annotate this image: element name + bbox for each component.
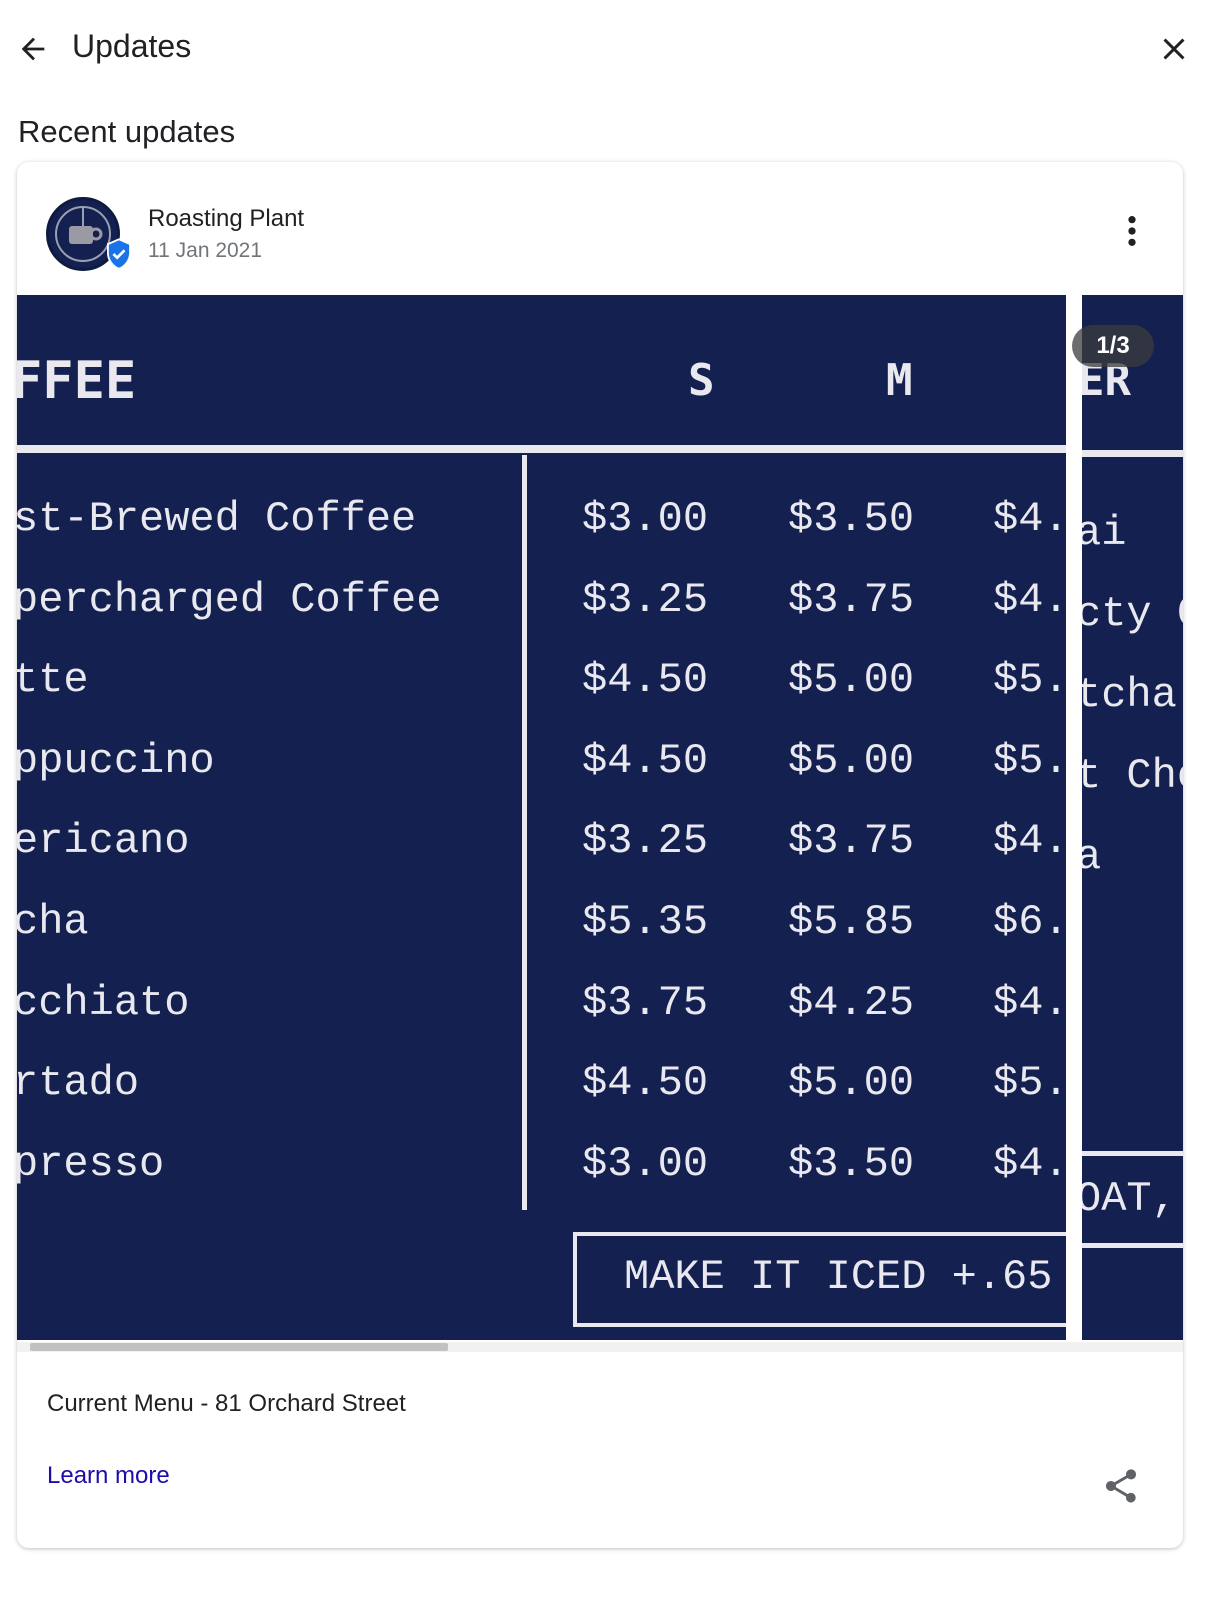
menu-item-price: $3.75 xyxy=(788,575,915,624)
menu2-item: a xyxy=(1082,833,1102,881)
iced-note-box xyxy=(573,1232,1066,1327)
menu-image[interactable]: FFEE S M MAKE IT ICED +.65 st-Brewed Cof… xyxy=(17,295,1066,1340)
avatar[interactable] xyxy=(46,197,120,271)
menu-item-price: $3.50 xyxy=(788,1139,915,1188)
verified-badge-icon xyxy=(107,238,131,270)
menu-item-price: $4.50 xyxy=(582,656,709,705)
menu-item-name: ericano xyxy=(17,817,190,866)
divider xyxy=(1082,1243,1183,1248)
menu-item-price: $3.50 xyxy=(788,495,915,543)
iced-note: MAKE IT ICED +.65 xyxy=(624,1253,1053,1301)
post-caption: Current Menu - 81 Orchard Street xyxy=(47,1390,406,1417)
menu-item-price: $4. xyxy=(993,1139,1066,1188)
menu-item-name: tte xyxy=(17,656,89,705)
menu-item-name: st-Brewed Coffee xyxy=(17,495,417,543)
menu-item-price: $5.85 xyxy=(788,898,915,946)
scrollbar-track[interactable] xyxy=(17,1342,1183,1352)
menu-item-price: $5.00 xyxy=(788,736,915,785)
more-vert-icon[interactable] xyxy=(1117,214,1147,248)
learn-more-link[interactable]: Learn more xyxy=(47,1462,170,1489)
menu-item-price: $4. xyxy=(993,575,1066,624)
post-date: 11 Jan 2021 xyxy=(148,239,263,262)
menu-item-price: $5. xyxy=(993,1059,1066,1108)
coffee-cup-icon xyxy=(55,206,111,262)
menu-item-price: $3.75 xyxy=(582,978,709,1027)
menu-item-name: rtado xyxy=(17,1059,140,1108)
scrollbar-thumb[interactable] xyxy=(30,1343,448,1351)
menu-item-price: $4.50 xyxy=(582,1059,709,1108)
menu-item-price: $5.00 xyxy=(788,656,915,705)
menu-item-price: $6. xyxy=(993,898,1066,946)
divider xyxy=(17,445,1066,453)
share-icon[interactable] xyxy=(1101,1466,1141,1506)
menu-item-price: $5. xyxy=(993,656,1066,705)
menu2-item: ai xyxy=(1082,509,1127,557)
menu-item-price: $4.50 xyxy=(582,736,709,785)
menu-item-price: $4. xyxy=(993,817,1066,866)
arrow-left-icon[interactable] xyxy=(16,32,50,66)
menu-heading: FFEE xyxy=(17,351,137,411)
menu2-item: cty C xyxy=(1082,590,1183,638)
size-s: S xyxy=(688,355,715,406)
menu-item-price: $4. xyxy=(993,978,1066,1027)
menu-item-price: $4. xyxy=(993,495,1066,543)
page-title: Updates xyxy=(72,28,192,64)
menu-item-price: $5.35 xyxy=(582,898,709,946)
menu-item-price: $3.25 xyxy=(582,575,709,624)
menu-item-name: ppuccino xyxy=(17,736,215,785)
divider xyxy=(1082,1151,1183,1156)
close-icon[interactable] xyxy=(1156,31,1192,67)
menu-item-name: presso xyxy=(17,1139,165,1188)
menu-item-price: $3.00 xyxy=(582,495,709,543)
menu-item-price: $5. xyxy=(993,736,1066,785)
menu-item-price: $3.25 xyxy=(582,817,709,866)
menu2-footer: OAT, xyxy=(1082,1175,1177,1223)
menu2-item: tcha xyxy=(1082,671,1177,719)
menu-item-price: $3.75 xyxy=(788,817,915,866)
menu-item-price: $4.25 xyxy=(788,978,915,1027)
menu-item-name: cchiato xyxy=(17,978,190,1027)
divider xyxy=(1082,450,1183,457)
section-title: Recent updates xyxy=(18,114,236,149)
menu-item-price: $3.00 xyxy=(582,1139,709,1188)
image-counter: 1/3 xyxy=(1072,325,1154,367)
divider xyxy=(522,455,527,1210)
menu-item-name: percharged Coffee xyxy=(17,575,442,624)
update-card: Roasting Plant 11 Jan 2021 FFEE S M MAKE… xyxy=(17,162,1183,1548)
size-m: M xyxy=(886,355,913,406)
author-name[interactable]: Roasting Plant xyxy=(148,205,305,232)
menu-item-price: $5.00 xyxy=(788,1059,915,1108)
menu2-item: t Cho xyxy=(1082,752,1183,800)
menu-item-name: cha xyxy=(17,898,89,946)
